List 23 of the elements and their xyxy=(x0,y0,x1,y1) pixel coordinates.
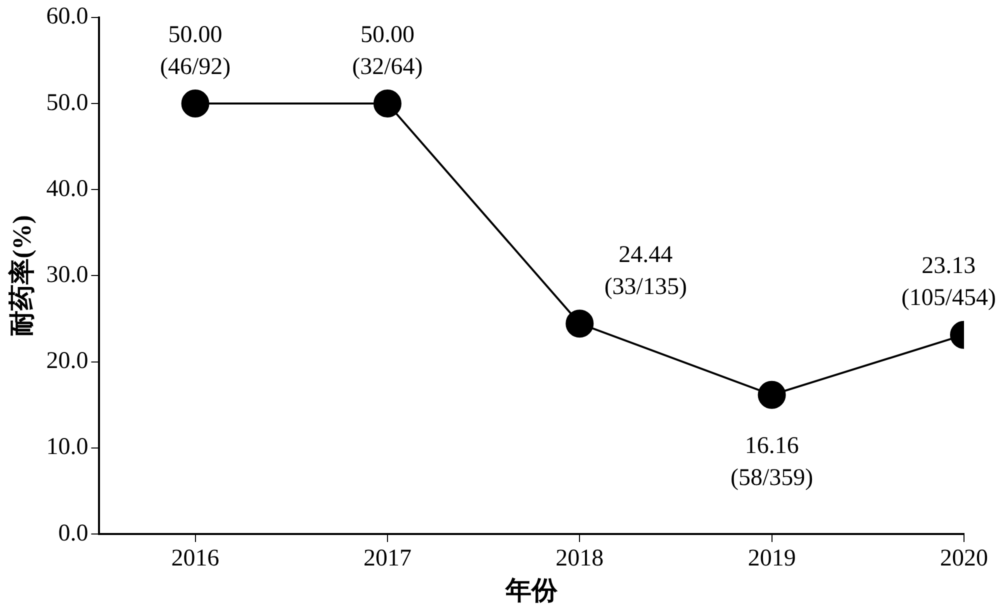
point xyxy=(181,90,210,118)
x-tick-label: 2017 xyxy=(363,546,412,572)
data-label: 24.44 (33/135) xyxy=(604,242,687,300)
point xyxy=(758,380,786,409)
y-tick-label: 50.0 xyxy=(46,90,88,116)
x-tick-label: 2020 xyxy=(940,546,988,572)
data-label: 16.16 (58/359) xyxy=(730,433,814,492)
point xyxy=(373,90,402,118)
y-tick-label: 40.0 xyxy=(46,176,88,202)
y-axis-title: 耐药率(%) xyxy=(7,215,36,336)
data-label: 50.00 (32/64) xyxy=(352,22,423,80)
point xyxy=(566,310,594,338)
y-tick-label: 20.0 xyxy=(46,348,88,374)
x-axis-title: 年份 xyxy=(504,576,559,606)
y-tick-label: 60.0 xyxy=(46,4,88,30)
x-tick-label: 2016 xyxy=(171,546,220,572)
data-label: 23.13 (105/454) xyxy=(901,253,996,312)
y-tick-label: 30.0 xyxy=(46,262,88,288)
data-label: 50.00 (46/92) xyxy=(160,22,231,80)
y-tick-label: 10.0 xyxy=(46,434,88,460)
x-tick-label: 2019 xyxy=(748,546,796,572)
x-tick-label: 2018 xyxy=(556,546,604,572)
y-tick-label: 0.0 xyxy=(58,520,88,546)
